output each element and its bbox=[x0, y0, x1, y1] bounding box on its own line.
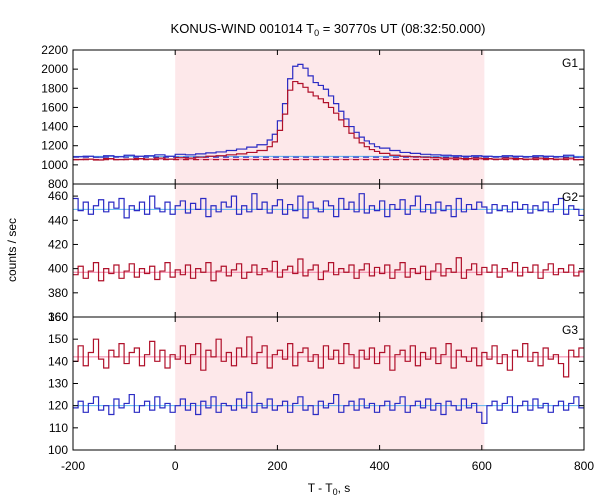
panel-g2-y-tick-label: 380 bbox=[48, 286, 68, 300]
panel-g3-y-tick-label: 100 bbox=[48, 443, 68, 457]
panel-g1-label: G1 bbox=[562, 56, 578, 70]
chart-title: KONUS-WIND 001014 T0 = 30770s UT (08:32:… bbox=[171, 21, 486, 38]
panel-g2-y-tick-label: 460 bbox=[48, 189, 68, 203]
panel-g3-y-tick-label: 110 bbox=[49, 421, 68, 435]
panel-g3: 100 110 120 130 140 150 160 G3 bbox=[48, 310, 585, 457]
panel-g2-series-blue bbox=[73, 193, 584, 219]
y-axis-label: counts / sec bbox=[5, 218, 19, 282]
panel-g3-y-tick-label: 120 bbox=[48, 399, 68, 413]
panel-g2-y-tick-label: 440 bbox=[48, 213, 68, 227]
panel-g1-y-tick-label: 1800 bbox=[41, 81, 68, 95]
panel-g1-y-tick-label: 800 bbox=[48, 177, 68, 191]
panel-g2-y-tick-label: 360 bbox=[48, 310, 68, 324]
panel-g1-y-tick-label: 2000 bbox=[41, 62, 68, 76]
panel-g2-label: G2 bbox=[562, 190, 578, 204]
panel-g3-y-tick-label: 130 bbox=[48, 377, 68, 391]
x-tick-label: -200 bbox=[61, 459, 85, 473]
panel-g1-y-tick-label: 1600 bbox=[41, 100, 68, 114]
panel-g3-series-blue bbox=[73, 391, 584, 424]
panel-g1: 800 1000 1200 1400 1600 1800 2000 2200 G1 bbox=[41, 43, 585, 191]
panel-g1-y-tick-label: 1000 bbox=[41, 158, 68, 172]
x-tick-label: 800 bbox=[574, 459, 594, 473]
panels-group: 8001000120014001600180020002200G13603804… bbox=[41, 43, 594, 473]
panel-g2-y-tick-label: 420 bbox=[48, 237, 68, 251]
panel-g3-series-red bbox=[73, 336, 584, 378]
panel-g1-y-tick-label: 1200 bbox=[41, 139, 68, 153]
panel-g2-series-red bbox=[73, 257, 584, 282]
x-tick-label: 0 bbox=[172, 459, 179, 473]
panel-g1-y-tick-label: 2200 bbox=[41, 43, 68, 57]
shaded-interval bbox=[175, 50, 485, 450]
x-axis-label: T - T0, s bbox=[308, 481, 351, 497]
panel-g1-series-blue bbox=[73, 63, 584, 158]
panel-g3-y-tick-label: 160 bbox=[48, 310, 68, 324]
x-tick-label: 200 bbox=[267, 459, 287, 473]
panel-g3-y-tick-label: 140 bbox=[48, 354, 68, 368]
panel-g2-y-tick-label: 400 bbox=[48, 262, 68, 276]
panel-g3-y-tick-label: 150 bbox=[48, 332, 68, 346]
panel-g3-label: G3 bbox=[562, 323, 578, 337]
panel-g1-series-red bbox=[73, 80, 584, 161]
x-tick-label: 400 bbox=[370, 459, 390, 473]
x-tick-label: 600 bbox=[472, 459, 492, 473]
panel-g1-y-tick-label: 1400 bbox=[41, 120, 68, 134]
